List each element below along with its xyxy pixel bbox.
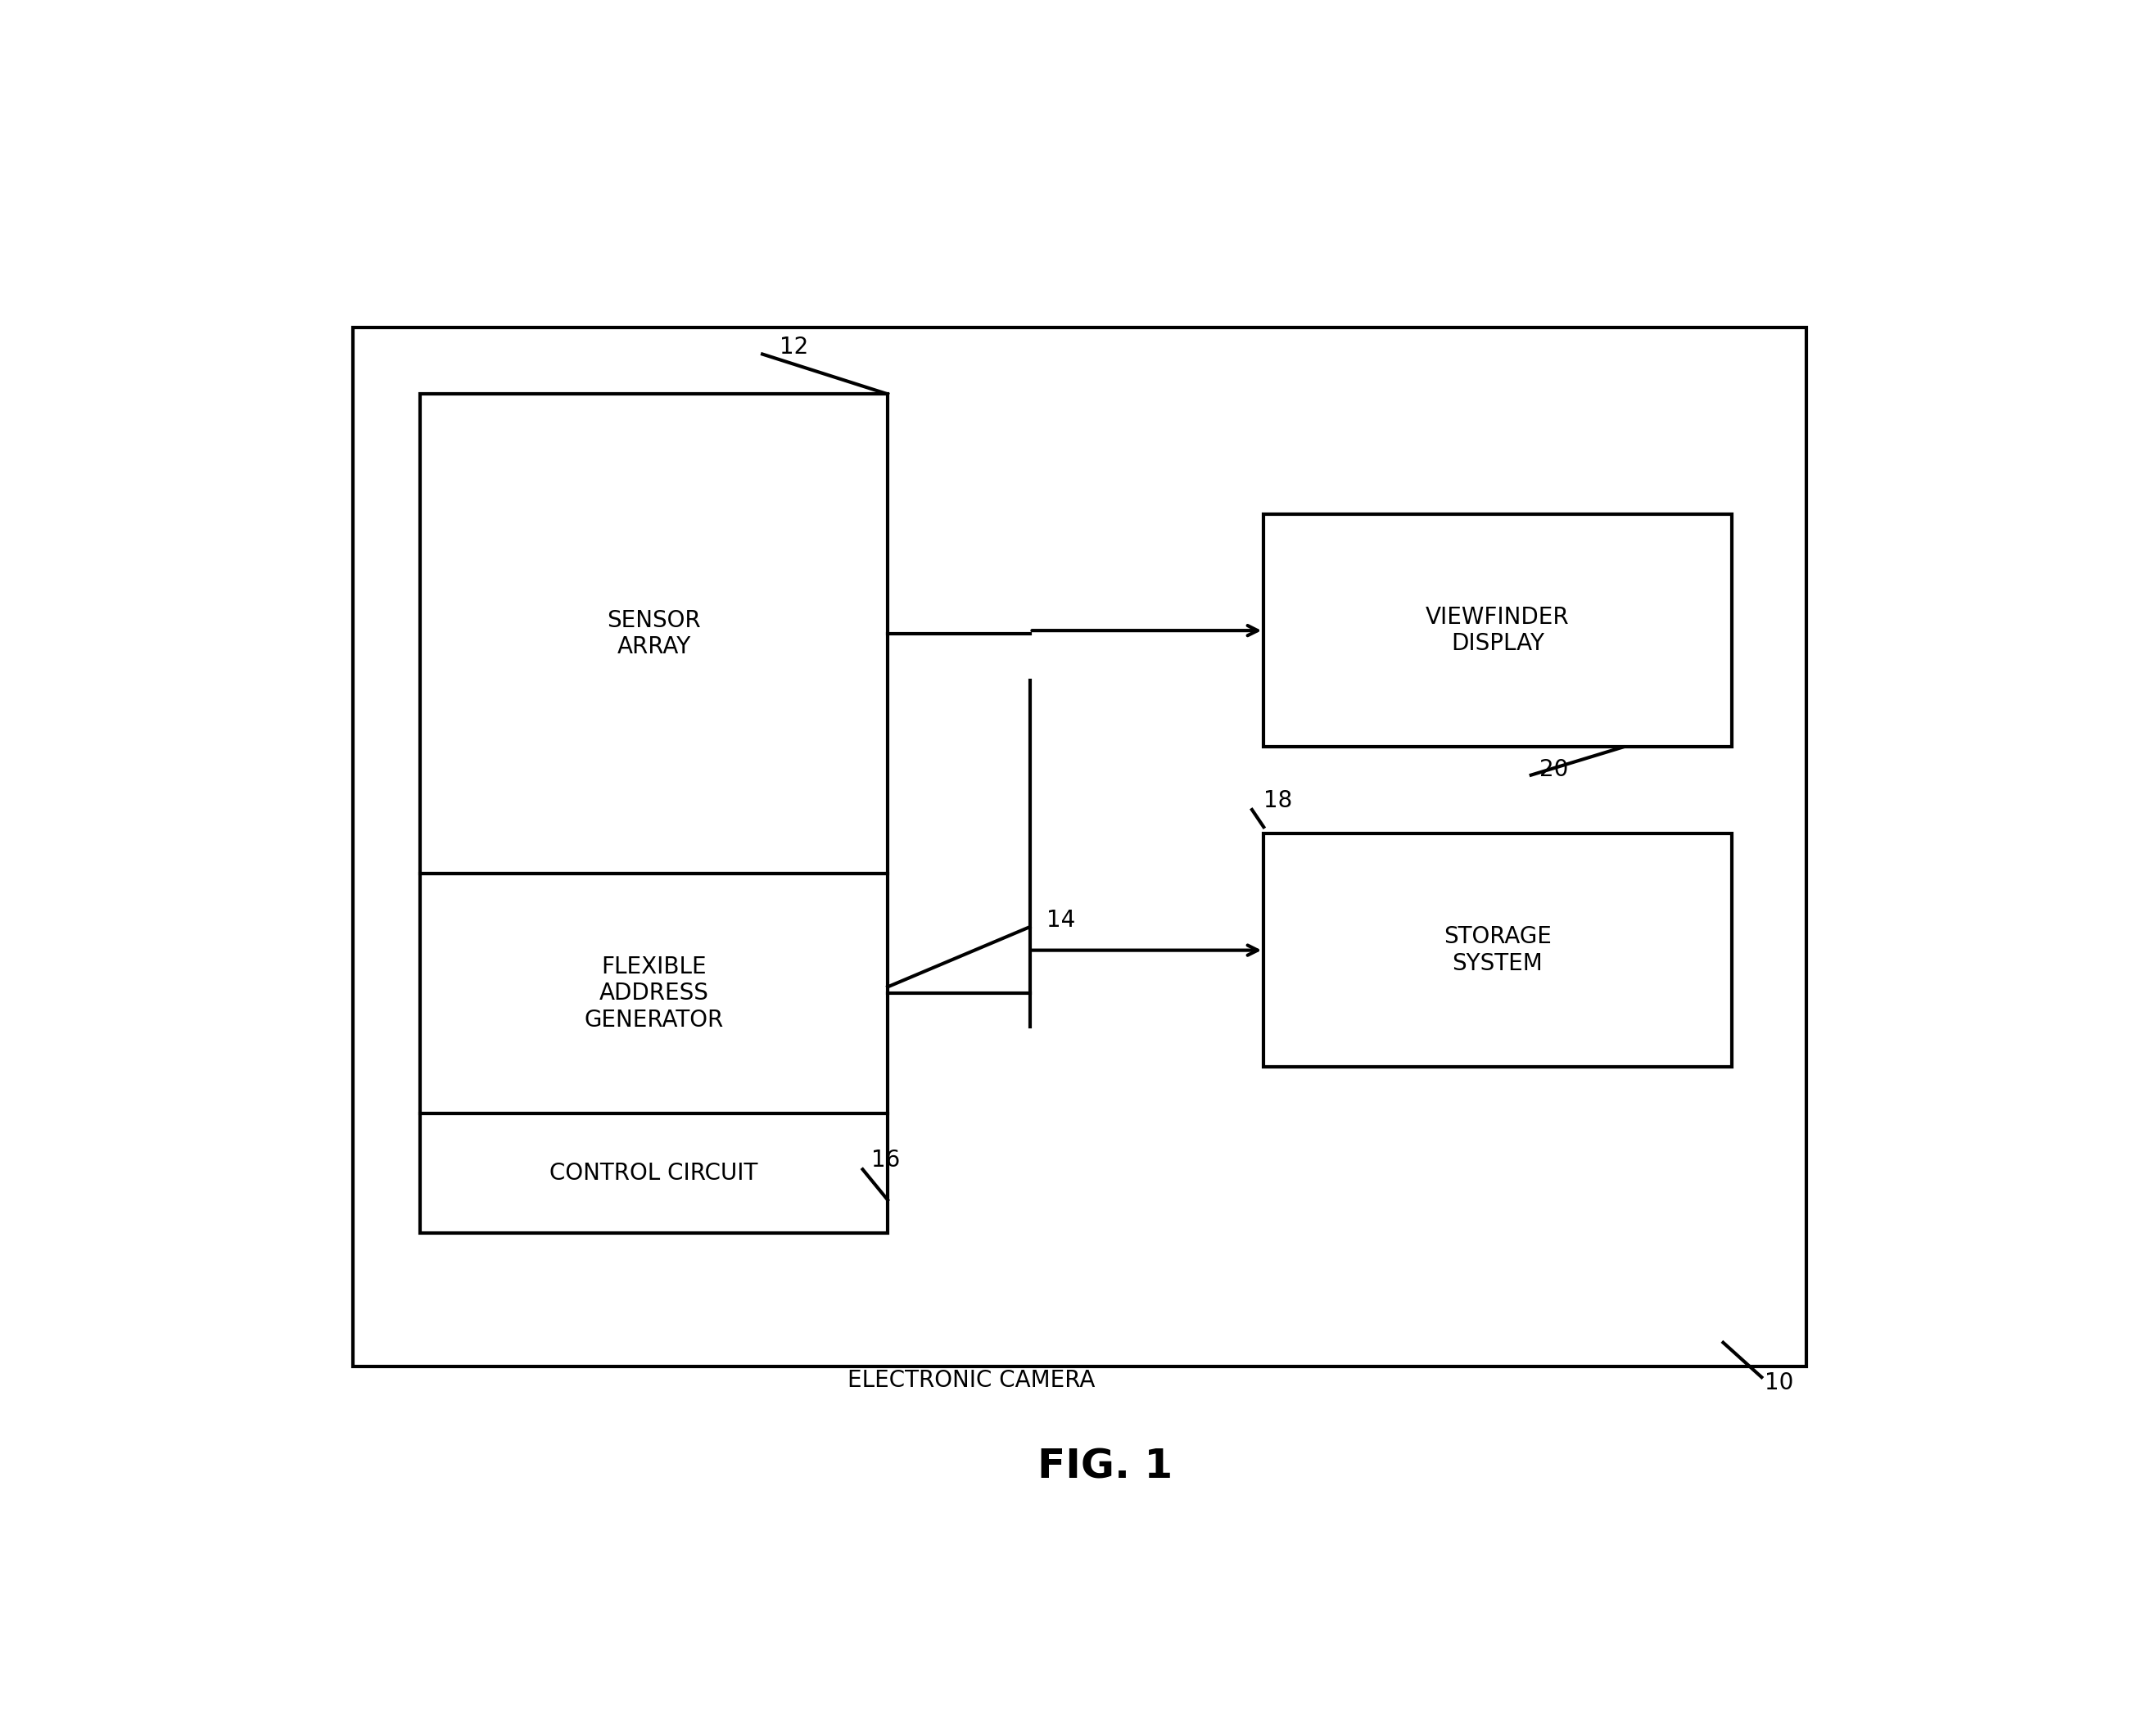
Text: 14: 14 xyxy=(1046,908,1076,932)
Bar xyxy=(354,327,1807,1367)
Text: 16: 16 xyxy=(871,1149,899,1171)
Bar xyxy=(420,874,888,1114)
Text: STORAGE
SYSTEM: STORAGE SYSTEM xyxy=(1445,926,1552,976)
Text: FIG. 1: FIG. 1 xyxy=(1037,1446,1173,1486)
Bar xyxy=(420,1114,888,1233)
Text: CONTROL CIRCUIT: CONTROL CIRCUIT xyxy=(550,1163,759,1185)
Text: 12: 12 xyxy=(778,336,808,358)
Text: ELECTRONIC CAMERA: ELECTRONIC CAMERA xyxy=(847,1368,1095,1393)
Text: 18: 18 xyxy=(1263,789,1294,811)
Bar xyxy=(420,394,888,874)
Text: SENSOR
ARRAY: SENSOR ARRAY xyxy=(606,609,701,659)
Text: VIEWFINDER
DISPLAY: VIEWFINDER DISPLAY xyxy=(1425,606,1570,656)
Bar xyxy=(1263,514,1731,747)
Bar xyxy=(1263,834,1731,1067)
Text: 20: 20 xyxy=(1539,758,1567,782)
Text: FLEXIBLE
ADDRESS
GENERATOR: FLEXIBLE ADDRESS GENERATOR xyxy=(584,955,724,1031)
Text: 10: 10 xyxy=(1766,1372,1794,1394)
